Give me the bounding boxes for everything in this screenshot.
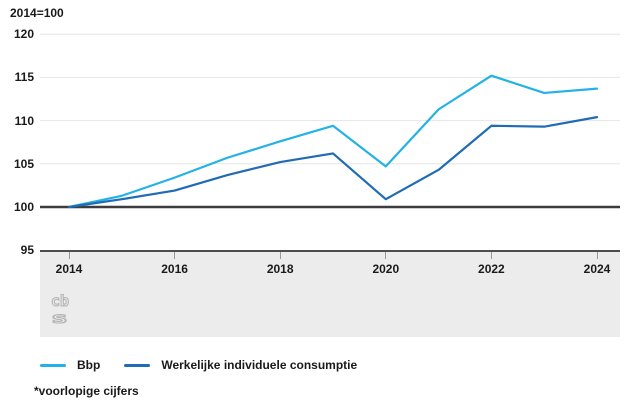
y-axis-label: 120 [13, 27, 34, 42]
x-axis-tick [279, 252, 281, 259]
series-line-consumptie[interactable] [67, 116, 599, 209]
chart-legend: Bbp Werkelijke individuele consumptie [40, 357, 357, 373]
x-axis-tick [596, 252, 598, 259]
x-axis-label: 2018 [266, 262, 294, 276]
cbs-logo-letters-bottom: s [51, 309, 68, 327]
series-line-bbp[interactable] [67, 74, 599, 209]
legend-item-bbp[interactable]: Bbp [40, 358, 100, 372]
cbs-logo-letters-top: cb [51, 292, 69, 310]
y-axis-label: 115 [14, 70, 34, 85]
legend-item-werkelijke-individuele-consumptie[interactable]: Werkelijke individuele consumptie [124, 358, 357, 372]
legend-swatch-bbp [40, 363, 66, 367]
y-axis-label: 110 [14, 113, 34, 128]
y-axis-unit-label: 2014=100 [10, 6, 64, 20]
legend-swatch-consumptie [124, 363, 151, 367]
x-axis-label: 2020 [372, 262, 400, 276]
x-axis-band [40, 250, 620, 337]
x-axis-label: 2016 [161, 262, 188, 276]
y-axis-label: 100 [13, 200, 34, 214]
x-axis-tick [385, 252, 387, 259]
x-axis-label: 2024 [583, 262, 611, 276]
footnote-voorlopige-cijfers: *voorlopige cijfers [34, 384, 139, 398]
legend-label-bbp: Bbp [77, 358, 101, 372]
x-axis-tick [490, 252, 492, 259]
x-axis-label: 2022 [478, 262, 505, 276]
cbs-logo: cb s [50, 291, 78, 335]
y-axis-label: 95 [20, 243, 34, 258]
y-axis-label: 105 [13, 156, 34, 171]
x-axis-tick [174, 252, 176, 259]
x-axis-tick [68, 252, 70, 259]
legend-label-consumptie: Werkelijke individuele consumptie [161, 358, 358, 372]
x-axis-label: 2014 [55, 262, 83, 276]
